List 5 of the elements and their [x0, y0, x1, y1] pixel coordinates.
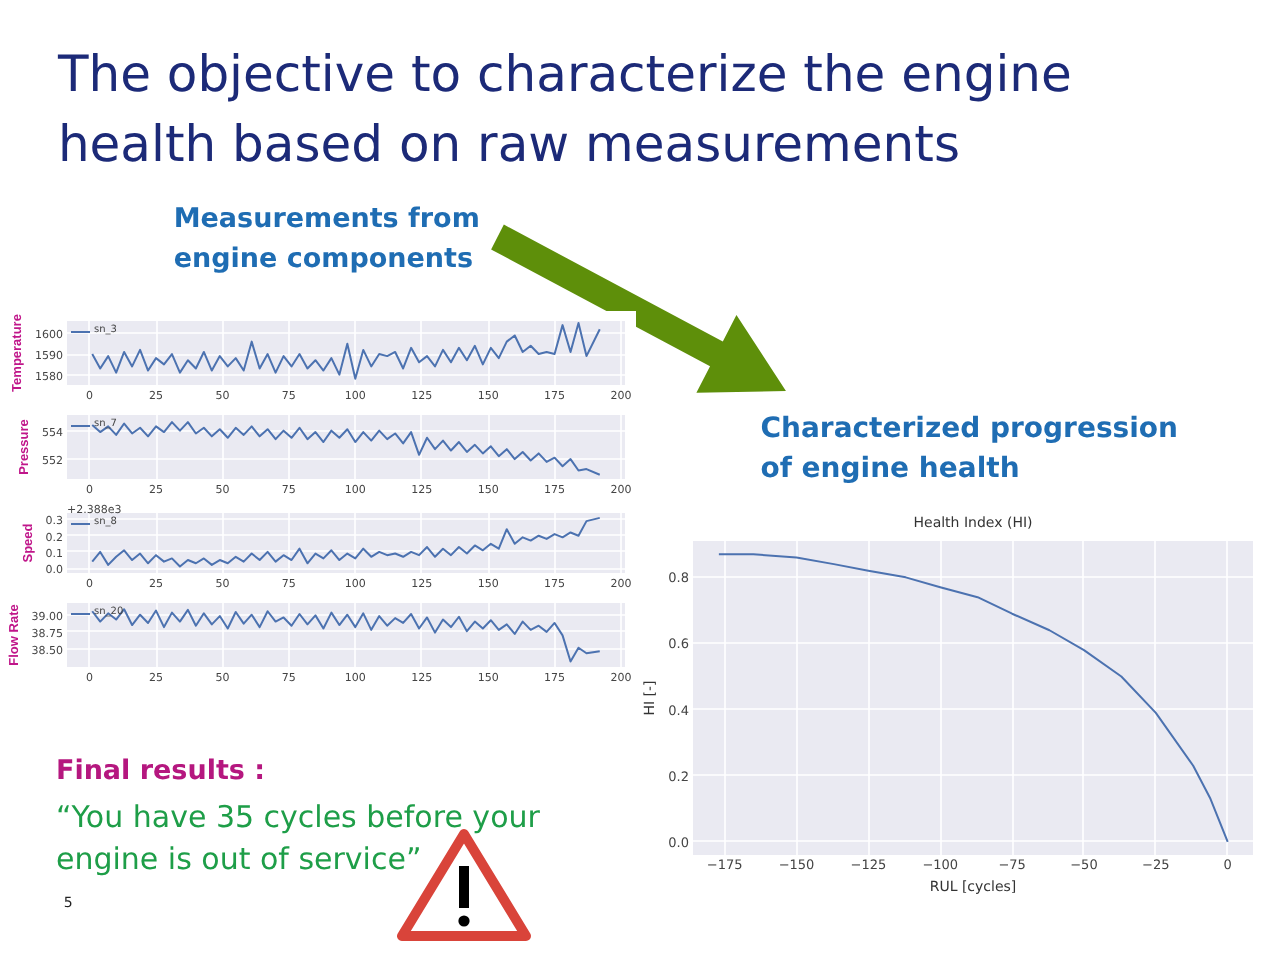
text: Final results :: [55, 755, 266, 787]
text: “You have 35 cycles before your engine is out of service”: [55, 799, 542, 877]
text: Measurements from engine components: [173, 203, 480, 275]
text: Characterized progression of engine health: [760, 413, 1179, 485]
text: The objective to characterize the engine health based on raw measurements: [55, 45, 1072, 173]
